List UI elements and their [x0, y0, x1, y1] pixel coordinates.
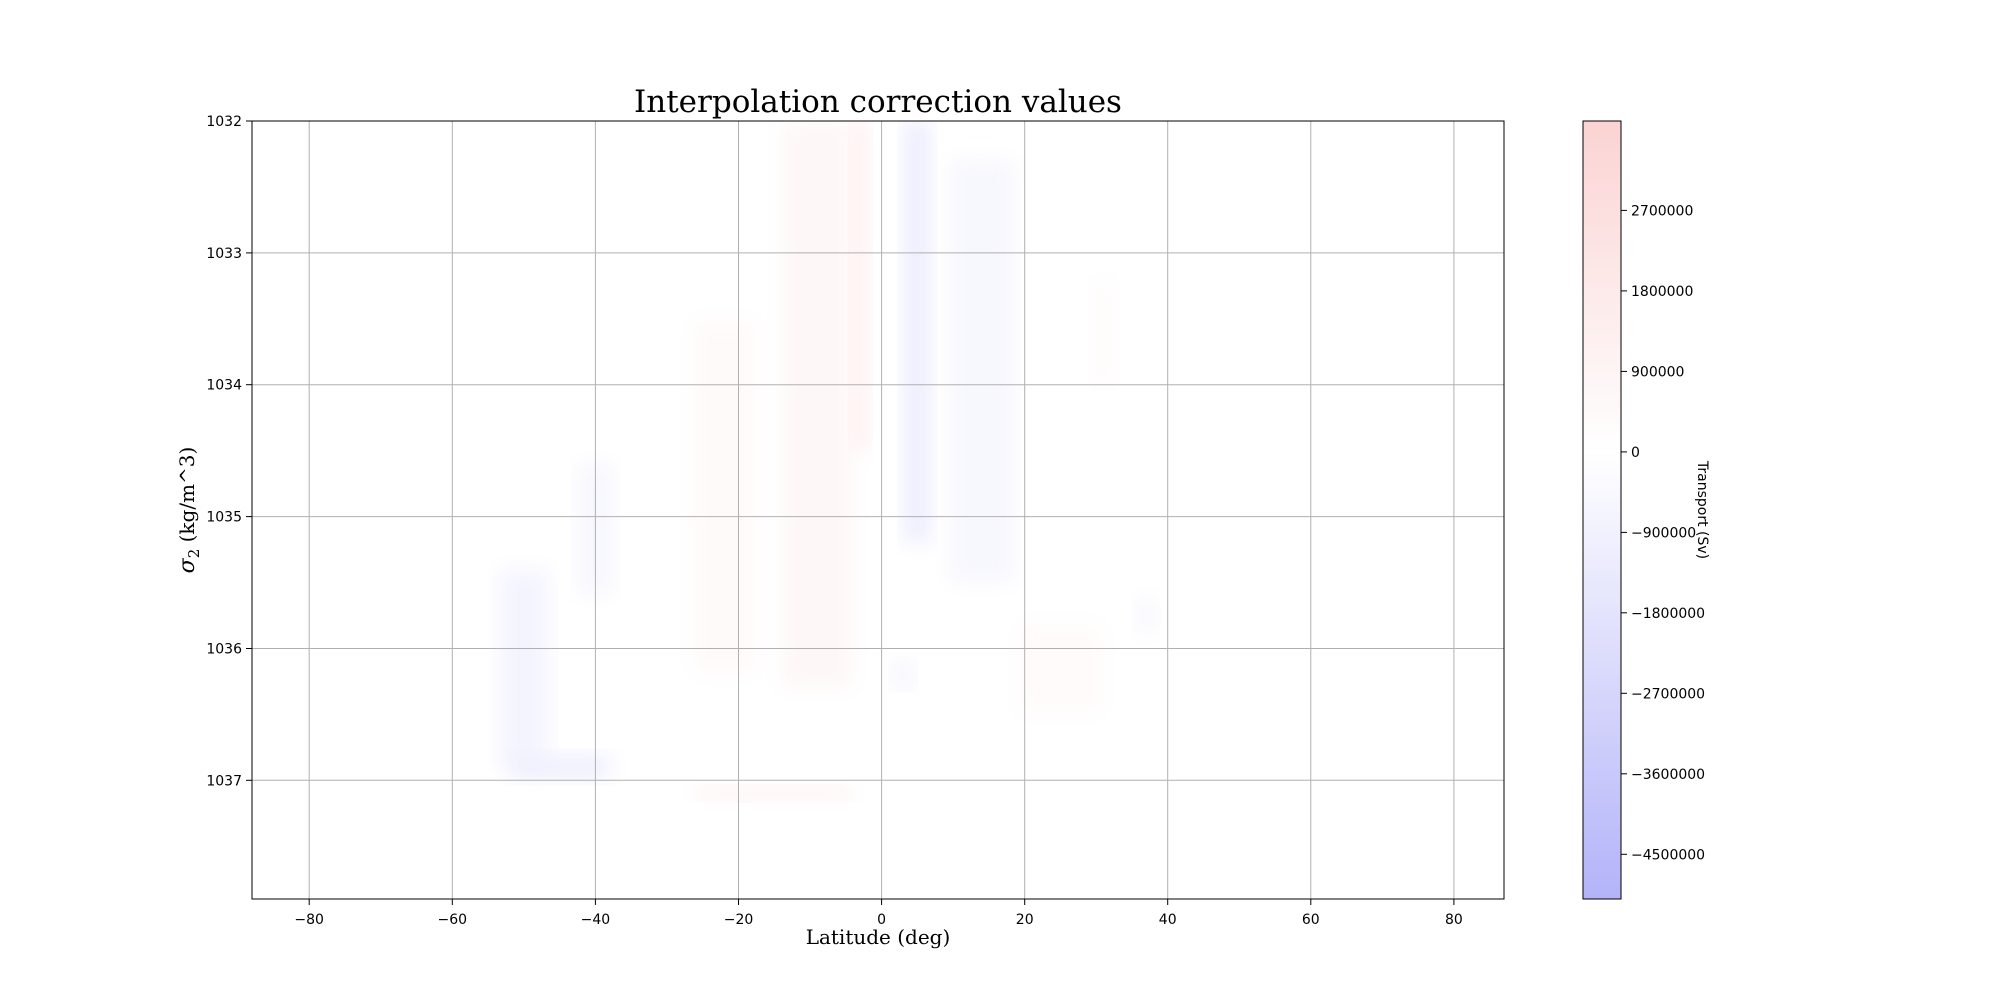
heatmap-region-12	[892, 661, 914, 688]
heatmap-region-11	[1135, 595, 1158, 636]
colorbar-tick-label: 900000	[1631, 364, 1684, 380]
colorbar: 2700000 1800000 900000 0 −900000 −1800000 −270…	[1582, 120, 1710, 900]
x-tick-label: 60	[1302, 912, 1320, 928]
heatmap-region-8	[509, 753, 610, 781]
heatmap-region-9	[695, 786, 853, 801]
heatmap-region-5	[949, 160, 1014, 583]
y-tick-label: 1034	[206, 378, 242, 394]
y-tick-label: 1033	[206, 246, 242, 262]
plot-area	[251, 120, 1505, 900]
colorbar-tick-label: 1800000	[1631, 284, 1693, 300]
y-tick-label: 1037	[206, 773, 242, 789]
heatmap-region-6	[498, 569, 549, 768]
colorbar-tick-label: 0	[1631, 445, 1640, 461]
plot-background	[252, 121, 1504, 899]
heatmap-region-4	[903, 121, 932, 543]
y-tick-label: 1036	[206, 642, 242, 658]
x-tick-label: −60	[438, 912, 468, 928]
y-axis: 1032 1033 1034 1035 1036 1037	[206, 114, 252, 789]
heatmap-region-1	[781, 121, 853, 688]
x-tick-label: 20	[1016, 912, 1034, 928]
colorbar-label: Transport (Sv)	[1694, 460, 1710, 559]
heatmap-region-2	[851, 121, 870, 451]
x-tick-label: −20	[724, 912, 754, 928]
heatmap-region-13	[1017, 622, 1104, 715]
y-axis-label: σ2 (kg/m^3)	[175, 447, 203, 574]
heatmap-region-3	[692, 318, 757, 675]
colorbar-tick-label: −2700000	[1631, 686, 1705, 702]
x-axis-label: Latitude (deg)	[806, 925, 951, 949]
x-tick-label: −80	[294, 912, 324, 928]
heatmap-field	[498, 121, 1158, 801]
colorbar-ticks: 2700000 1800000 900000 0 −900000 −1800000 −270…	[1621, 203, 1705, 863]
colorbar-tick-label: 2700000	[1631, 203, 1693, 219]
colorbar-tick-label: −1800000	[1631, 606, 1705, 622]
x-tick-label: 40	[1159, 912, 1177, 928]
y-tick-label: 1032	[206, 114, 242, 130]
plot-frame	[251, 120, 1505, 900]
colorbar-tick-label: −900000	[1631, 525, 1696, 541]
y-axis-label-subscript: 2	[185, 549, 203, 559]
x-tick-label: 0	[877, 912, 886, 928]
heatmap-region-10	[1092, 279, 1115, 385]
y-axis-label-unit: (kg/m^3)	[175, 447, 199, 549]
x-tick-label: 80	[1445, 912, 1463, 928]
grid-lines	[252, 120, 1504, 899]
colorbar-gradient	[1582, 120, 1622, 900]
chart-title: Interpolation correction values	[634, 84, 1122, 120]
x-axis: −80 −60 −40 −20 0 20 40 60 80	[294, 899, 1463, 928]
y-tick-label: 1035	[206, 510, 242, 526]
colorbar-tick-label: −3600000	[1631, 767, 1705, 783]
y-axis-label-symbol: σ	[175, 557, 200, 573]
colorbar-tick-label: −4500000	[1631, 847, 1705, 863]
x-tick-label: −40	[581, 912, 611, 928]
